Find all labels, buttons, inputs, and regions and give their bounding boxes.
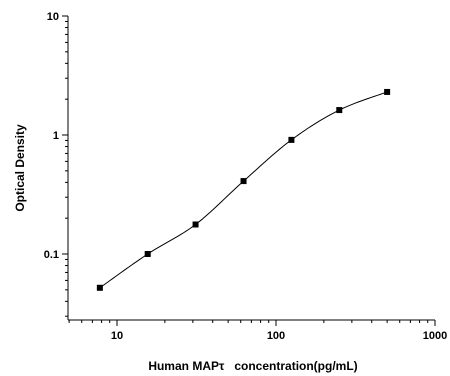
plot-frame (67, 16, 435, 321)
axis-ticks (62, 15, 436, 326)
data-point-marker (144, 251, 151, 257)
x-tick-label: 1000 (423, 330, 447, 342)
x-tick-label: 10 (111, 330, 123, 342)
x-tick-label: 100 (267, 330, 285, 342)
data-points (96, 88, 391, 291)
data-point-marker (336, 107, 343, 114)
fit-curve (99, 91, 388, 289)
y-tick-label: 10 (47, 11, 59, 23)
data-point-marker (288, 136, 295, 143)
y-tick-label: 0.1 (44, 249, 59, 261)
axis-tick-labels: 10 100 1000 0.1 1 10 (44, 11, 448, 342)
y-tick-label: 1 (53, 130, 59, 142)
data-point-marker (96, 284, 103, 291)
data-point-marker (240, 178, 247, 185)
x-axis-title: Human MAPτ concentration(pg/mL) (148, 359, 357, 373)
data-point-marker (192, 221, 199, 228)
y-axis-title: Optical Density (13, 124, 27, 212)
data-point-marker (384, 88, 391, 95)
